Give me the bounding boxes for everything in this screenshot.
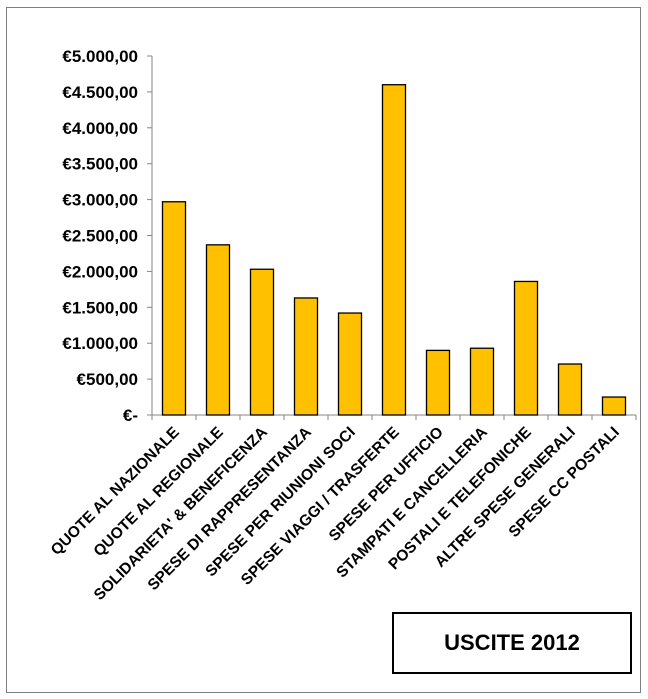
- y-tick-label: €5.000,00: [62, 47, 138, 66]
- y-tick-labels: €- €500,00 €1.000,00 €1.500,00 €2.000,00 €2.5…: [62, 47, 138, 425]
- y-tick-label: €4.000,00: [62, 119, 138, 138]
- bar: [381, 84, 407, 416]
- chart-title-box: USCITE 2012: [392, 612, 632, 674]
- bars: [161, 84, 627, 416]
- bar: [161, 201, 187, 416]
- y-tick-label: €3.500,00: [62, 155, 138, 174]
- category-label: SPESE DI RAPPRESENTANZA: [145, 424, 315, 594]
- y-tick-label: €1.000,00: [62, 334, 138, 353]
- y-tick-label: €3.000,00: [62, 191, 138, 210]
- y-tick-label: €-: [123, 406, 138, 425]
- bar: [249, 268, 275, 416]
- y-tick-label: €4.500,00: [62, 83, 138, 102]
- bar: [293, 297, 319, 416]
- bar: [513, 280, 539, 416]
- bar: [205, 244, 231, 416]
- bar: [601, 396, 627, 416]
- y-tick-label: €2.500,00: [62, 227, 138, 246]
- bar: [469, 347, 495, 416]
- y-tick-label: €2.000,00: [62, 262, 138, 281]
- y-tick-label: €500,00: [77, 370, 138, 389]
- bar: [337, 312, 363, 416]
- y-tick-label: €1.500,00: [62, 298, 138, 317]
- bar: [425, 349, 451, 416]
- bar: [557, 363, 583, 416]
- category-label: SPESE VIAGGI / TRASFERTE: [238, 424, 403, 589]
- chart-title: USCITE 2012: [444, 630, 580, 655]
